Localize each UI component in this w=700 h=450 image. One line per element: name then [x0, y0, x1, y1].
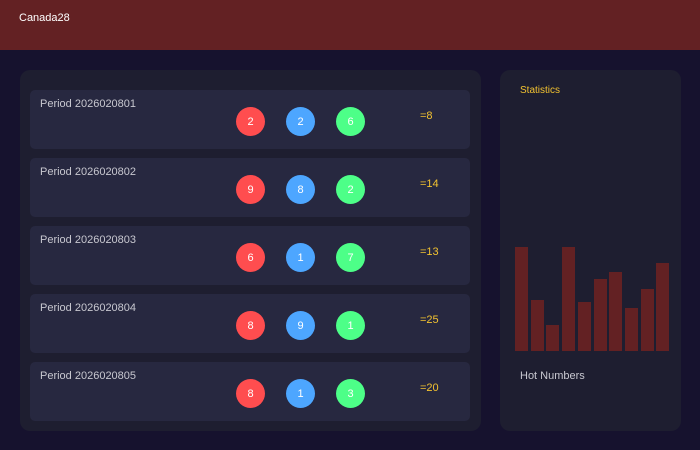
hot-number-bar	[562, 247, 576, 351]
draw-row[interactable]: Period 2026020803 6 1 7 =13	[30, 226, 470, 285]
number-ball: 8	[286, 175, 315, 204]
hot-number-bar	[515, 247, 528, 351]
hot-number-bar	[640, 288, 654, 351]
hot-number-bar	[546, 325, 560, 351]
number-ball: 7	[336, 243, 365, 272]
number-ball: 2	[286, 107, 315, 136]
draw-list: Period 2026020801 2 2 6 =8 Period 2026020802 9…	[20, 70, 481, 431]
draw-row[interactable]: Period 2026020801 2 2 6 =8	[30, 90, 470, 149]
period-label: Period 2026020805	[40, 370, 137, 382]
number-ball: 2	[336, 175, 365, 204]
hot-number-bar	[624, 308, 638, 351]
sum-value: =13	[420, 246, 439, 258]
number-ball: 1	[286, 379, 315, 408]
hot-numbers-label: Hot Numbers	[520, 370, 585, 382]
period-label: Period 2026020802	[40, 166, 137, 178]
app-title: Canada28	[19, 12, 70, 24]
draw-row[interactable]: Period 2026020805 8 1 3 =20	[30, 362, 470, 421]
hot-number-bar	[609, 271, 623, 351]
sum-value: =8	[420, 110, 433, 122]
period-label: Period 2026020801	[40, 98, 137, 110]
number-ball: 1	[286, 243, 315, 272]
hot-number-bar	[593, 279, 607, 351]
header: Canada28	[0, 0, 700, 50]
number-ball: 8	[236, 379, 265, 408]
period-label: Period 2026020803	[40, 234, 137, 246]
number-ball: 3	[336, 379, 365, 408]
draw-row[interactable]: Period 2026020802 9 8 2 =14	[30, 158, 470, 217]
sum-value: =25	[420, 314, 439, 326]
statistics-title: Statistics	[520, 85, 561, 96]
number-ball: 1	[336, 311, 365, 340]
sum-value: =20	[420, 382, 439, 394]
period-label: Period 2026020804	[40, 302, 137, 314]
number-ball: 2	[236, 107, 265, 136]
number-ball: 9	[236, 175, 265, 204]
hot-number-bar	[530, 300, 544, 351]
hot-number-bar	[577, 302, 591, 351]
sum-value: =14	[420, 178, 439, 190]
hot-number-bar	[656, 262, 670, 351]
statistics-panel: Statistics Hot Numbers	[500, 70, 681, 431]
draw-row[interactable]: Period 2026020804 8 9 1 =25	[30, 294, 470, 353]
number-ball: 6	[236, 243, 265, 272]
number-ball: 8	[236, 311, 265, 340]
number-ball: 6	[336, 107, 365, 136]
number-ball: 9	[286, 311, 315, 340]
